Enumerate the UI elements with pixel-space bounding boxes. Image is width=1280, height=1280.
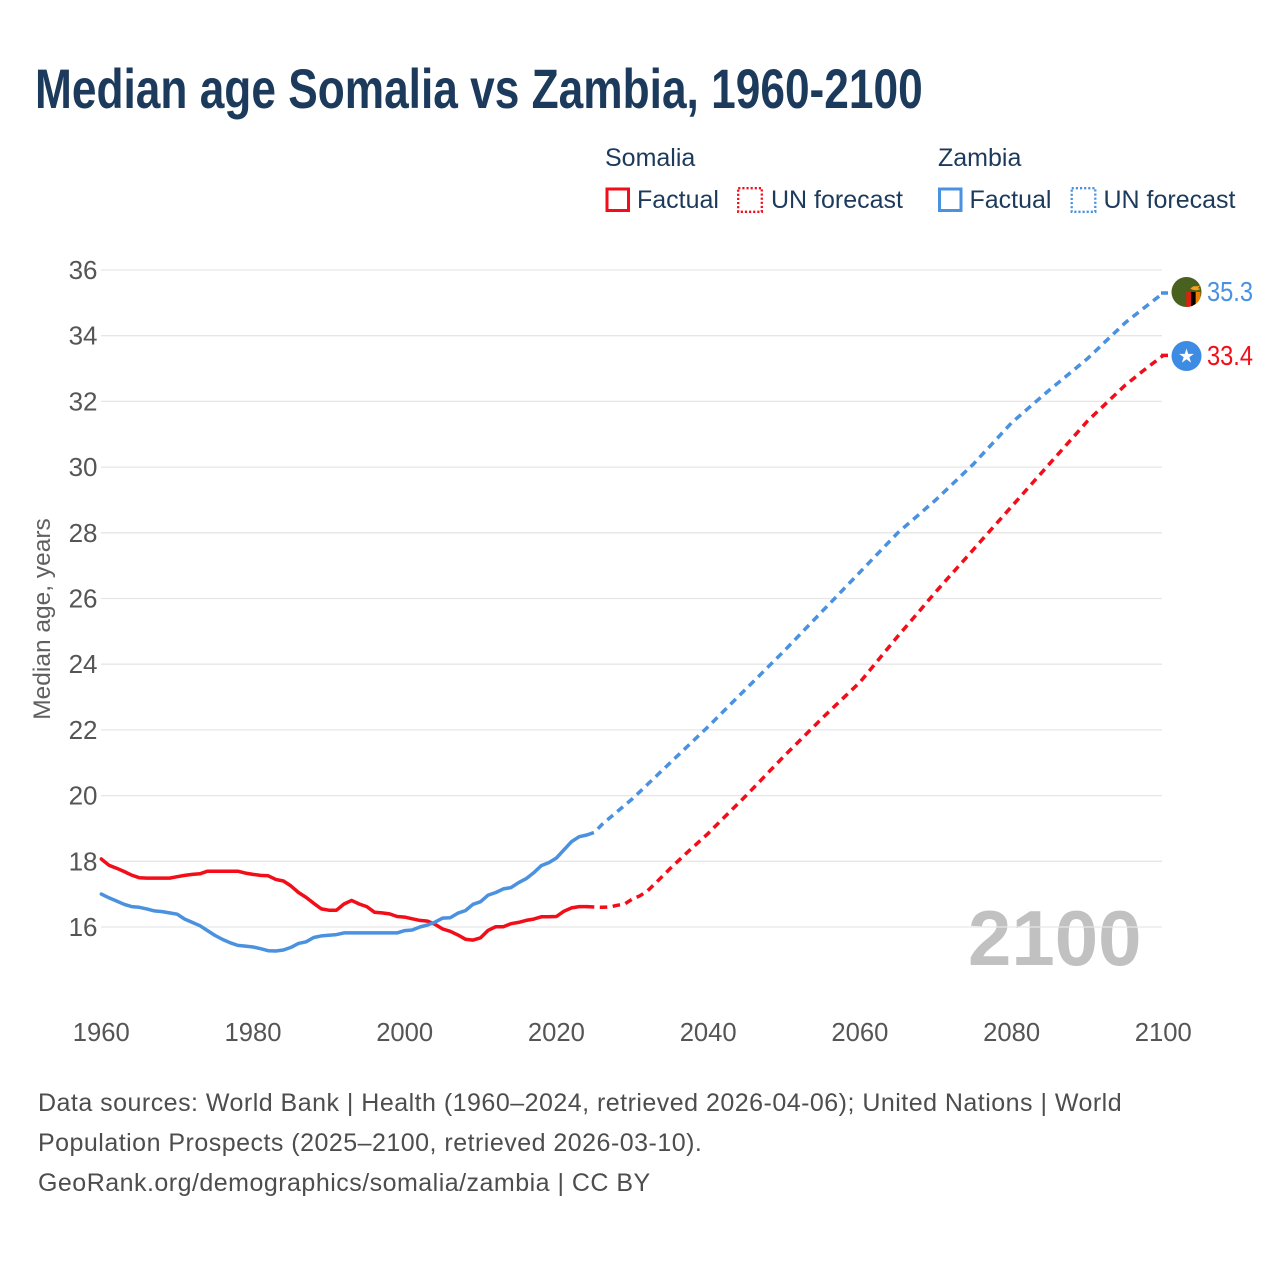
- svg-text:24: 24: [69, 649, 98, 679]
- svg-text:2040: 2040: [680, 1017, 737, 1047]
- svg-text:36: 36: [69, 255, 98, 285]
- svg-text:Median age, years: Median age, years: [29, 518, 56, 720]
- svg-text:2080: 2080: [983, 1017, 1040, 1047]
- svg-text:16: 16: [69, 912, 98, 942]
- svg-text:2100: 2100: [968, 894, 1142, 982]
- svg-text:2000: 2000: [376, 1017, 433, 1047]
- svg-text:28: 28: [69, 518, 98, 548]
- svg-text:32: 32: [69, 386, 98, 416]
- svg-text:34: 34: [69, 321, 98, 351]
- svg-text:1960: 1960: [73, 1017, 130, 1047]
- svg-text:2100: 2100: [1135, 1017, 1192, 1047]
- svg-text:33.4: 33.4: [1207, 340, 1253, 371]
- svg-text:26: 26: [69, 584, 98, 614]
- svg-text:1980: 1980: [225, 1017, 282, 1047]
- svg-text:18: 18: [69, 846, 98, 876]
- svg-text:2020: 2020: [528, 1017, 585, 1047]
- svg-text:35.3: 35.3: [1207, 276, 1253, 307]
- svg-text:22: 22: [69, 715, 98, 745]
- svg-text:20: 20: [69, 781, 98, 811]
- svg-text:30: 30: [69, 452, 98, 482]
- svg-text:2060: 2060: [831, 1017, 888, 1047]
